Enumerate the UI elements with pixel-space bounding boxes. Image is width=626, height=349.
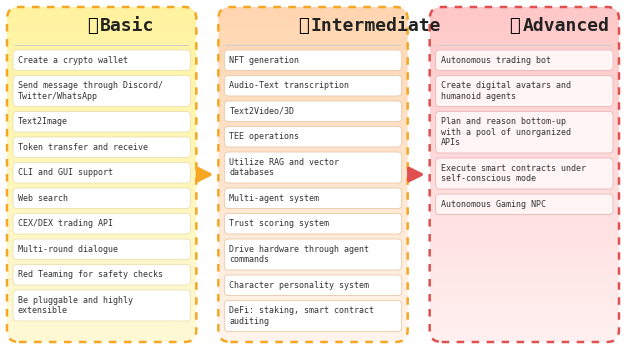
Text: DeFi: staking, smart contract: DeFi: staking, smart contract bbox=[229, 306, 374, 315]
Text: Audio-Text transcription: Audio-Text transcription bbox=[229, 81, 349, 90]
FancyBboxPatch shape bbox=[224, 126, 402, 147]
Text: Advanced: Advanced bbox=[522, 17, 609, 35]
Text: 🥈: 🥈 bbox=[298, 17, 309, 35]
FancyBboxPatch shape bbox=[13, 137, 190, 157]
Text: NFT generation: NFT generation bbox=[229, 56, 299, 65]
Text: 🥉: 🥉 bbox=[87, 17, 98, 35]
Text: Character personality system: Character personality system bbox=[229, 281, 369, 290]
Text: Drive hardware through agent: Drive hardware through agent bbox=[229, 245, 369, 254]
Text: APIs: APIs bbox=[441, 138, 461, 147]
Text: Twitter/WhatsApp: Twitter/WhatsApp bbox=[18, 92, 98, 101]
FancyBboxPatch shape bbox=[13, 239, 190, 260]
Text: Multi-agent system: Multi-agent system bbox=[229, 194, 319, 203]
FancyBboxPatch shape bbox=[13, 214, 190, 234]
FancyBboxPatch shape bbox=[224, 188, 402, 208]
Text: self-conscious mode: self-conscious mode bbox=[441, 174, 536, 183]
FancyBboxPatch shape bbox=[13, 50, 190, 70]
FancyBboxPatch shape bbox=[224, 152, 402, 183]
Text: Be pluggable and highly: Be pluggable and highly bbox=[18, 296, 133, 305]
FancyBboxPatch shape bbox=[13, 111, 190, 132]
Text: Red Teaming for safety checks: Red Teaming for safety checks bbox=[18, 270, 163, 279]
Text: Autonomous Gaming NPC: Autonomous Gaming NPC bbox=[441, 200, 546, 209]
FancyBboxPatch shape bbox=[436, 158, 613, 189]
FancyBboxPatch shape bbox=[224, 239, 402, 270]
FancyBboxPatch shape bbox=[13, 290, 190, 321]
Text: commands: commands bbox=[229, 255, 269, 264]
Text: Autonomous trading bot: Autonomous trading bot bbox=[441, 56, 551, 65]
Text: databases: databases bbox=[229, 168, 274, 177]
Text: Create a crypto wallet: Create a crypto wallet bbox=[18, 56, 128, 65]
FancyBboxPatch shape bbox=[224, 300, 402, 332]
Text: Token transfer and receive: Token transfer and receive bbox=[18, 143, 148, 152]
Text: humanoid agents: humanoid agents bbox=[441, 92, 516, 101]
FancyBboxPatch shape bbox=[436, 75, 613, 106]
Text: CLI and GUI support: CLI and GUI support bbox=[18, 168, 113, 177]
Text: Basic: Basic bbox=[100, 17, 154, 35]
Text: Execute smart contracts under: Execute smart contracts under bbox=[441, 164, 586, 173]
Text: 🥇: 🥇 bbox=[510, 17, 520, 35]
FancyBboxPatch shape bbox=[13, 75, 190, 106]
Text: Intermediate: Intermediate bbox=[311, 17, 441, 35]
Text: Trust scoring system: Trust scoring system bbox=[229, 219, 329, 228]
FancyBboxPatch shape bbox=[13, 163, 190, 183]
FancyBboxPatch shape bbox=[224, 75, 402, 96]
Text: Create digital avatars and: Create digital avatars and bbox=[441, 81, 571, 90]
FancyBboxPatch shape bbox=[436, 50, 613, 70]
Text: with a pool of unorganized: with a pool of unorganized bbox=[441, 128, 571, 137]
Text: Utilize RAG and vector: Utilize RAG and vector bbox=[229, 158, 339, 167]
Text: auditing: auditing bbox=[229, 317, 269, 326]
Text: extensible: extensible bbox=[18, 306, 68, 315]
Text: Text2Image: Text2Image bbox=[18, 117, 68, 126]
Text: Text2Video/3D: Text2Video/3D bbox=[229, 107, 294, 116]
Text: Web search: Web search bbox=[18, 194, 68, 203]
Text: Multi-round dialogue: Multi-round dialogue bbox=[18, 245, 118, 254]
Text: CEX/DEX trading API: CEX/DEX trading API bbox=[18, 219, 113, 228]
Text: Plan and reason bottom-up: Plan and reason bottom-up bbox=[441, 117, 566, 126]
FancyBboxPatch shape bbox=[224, 214, 402, 234]
FancyBboxPatch shape bbox=[13, 265, 190, 285]
FancyBboxPatch shape bbox=[436, 111, 613, 153]
Text: TEE operations: TEE operations bbox=[229, 132, 299, 141]
FancyBboxPatch shape bbox=[224, 50, 402, 70]
FancyBboxPatch shape bbox=[13, 188, 190, 208]
FancyBboxPatch shape bbox=[224, 101, 402, 121]
FancyBboxPatch shape bbox=[436, 194, 613, 215]
FancyBboxPatch shape bbox=[224, 275, 402, 296]
Text: Send message through Discord/: Send message through Discord/ bbox=[18, 81, 163, 90]
